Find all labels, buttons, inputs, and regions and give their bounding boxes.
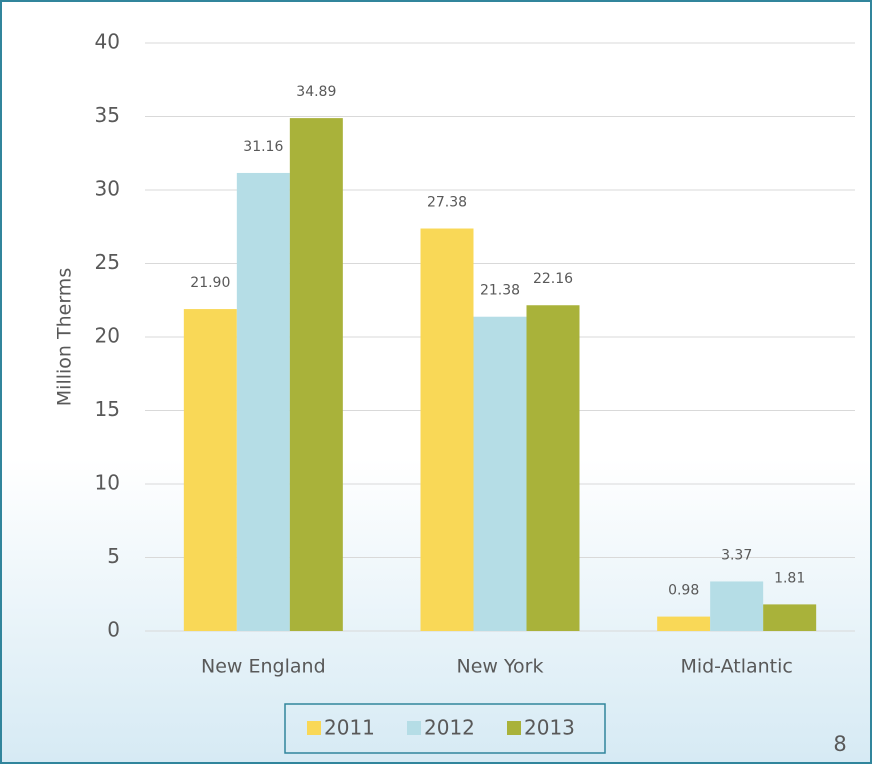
y-tick-label: 25 bbox=[95, 250, 120, 274]
bar bbox=[236, 172, 290, 631]
x-tick-label: New England bbox=[201, 656, 326, 678]
bar bbox=[473, 316, 527, 631]
legend-swatch bbox=[507, 721, 521, 735]
value-label: 1.81 bbox=[774, 570, 805, 586]
y-tick-label: 35 bbox=[95, 103, 120, 127]
bar bbox=[289, 118, 343, 631]
value-label: 31.16 bbox=[243, 139, 283, 155]
legend-swatch bbox=[407, 721, 421, 735]
value-label: 0.98 bbox=[668, 583, 699, 599]
y-tick-label: 15 bbox=[95, 397, 120, 421]
bar bbox=[710, 581, 764, 631]
x-tick-label: New York bbox=[456, 656, 543, 678]
y-tick-label: 0 bbox=[107, 618, 120, 642]
legend-label: 2011 bbox=[324, 716, 375, 740]
y-tick-label: 5 bbox=[107, 544, 120, 568]
legend-box bbox=[284, 703, 606, 754]
bar bbox=[526, 305, 580, 631]
value-label: 27.38 bbox=[427, 195, 467, 211]
y-tick-label: 20 bbox=[95, 324, 120, 348]
bar bbox=[183, 309, 237, 631]
legend-swatch bbox=[307, 721, 321, 735]
y-tick-label: 40 bbox=[95, 30, 120, 54]
value-label: 21.90 bbox=[190, 275, 230, 291]
legend-label: 2013 bbox=[524, 716, 575, 740]
value-label: 34.89 bbox=[296, 84, 336, 100]
value-label: 21.38 bbox=[480, 283, 520, 299]
y-axis-label: Million Therms bbox=[54, 268, 76, 406]
value-label: 22.16 bbox=[533, 271, 573, 287]
bar bbox=[657, 616, 711, 631]
bar bbox=[763, 604, 817, 631]
value-label: 3.37 bbox=[721, 547, 752, 563]
legend-label: 2012 bbox=[424, 716, 475, 740]
bar bbox=[420, 228, 474, 631]
page-number: 8 bbox=[833, 732, 846, 756]
y-tick-label: 10 bbox=[95, 471, 120, 495]
x-tick-label: Mid-Atlantic bbox=[680, 656, 792, 678]
y-tick-label: 30 bbox=[95, 177, 120, 201]
